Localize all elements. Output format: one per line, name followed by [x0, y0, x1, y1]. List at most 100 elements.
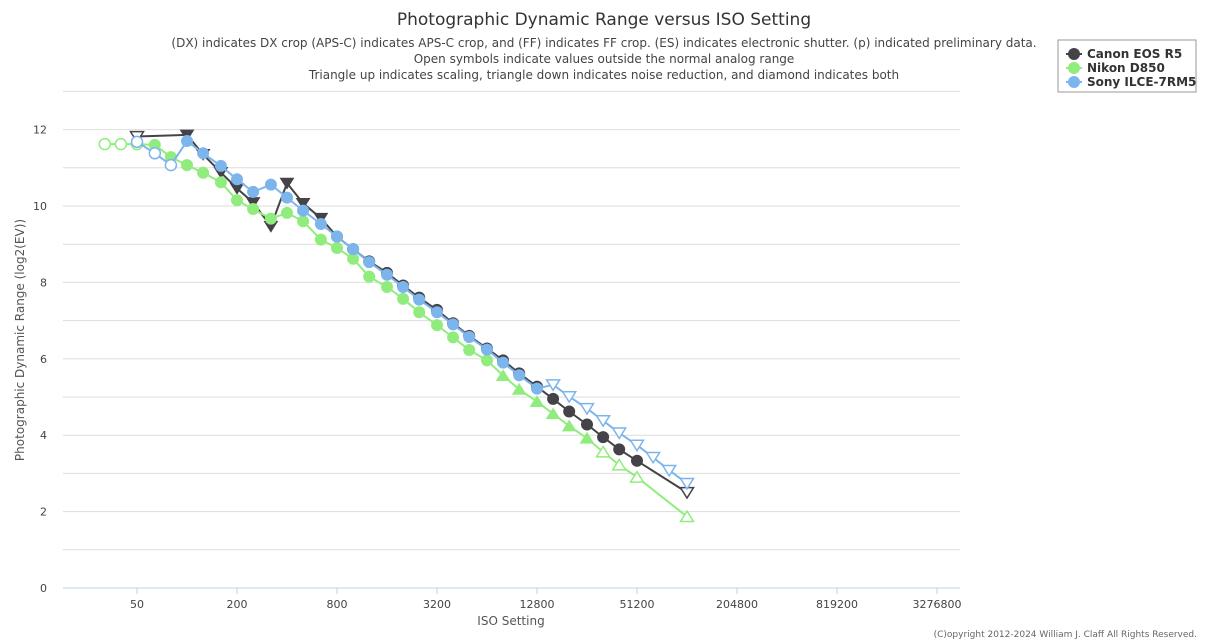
data-point[interactable] [363, 256, 376, 269]
data-point[interactable] [247, 203, 260, 216]
data-point[interactable] [397, 292, 410, 305]
data-point[interactable] [247, 185, 260, 198]
data-point[interactable] [561, 419, 577, 432]
data-point[interactable] [595, 445, 611, 458]
data-point[interactable] [661, 464, 678, 478]
data-point[interactable] [561, 390, 578, 404]
data-point[interactable] [679, 509, 695, 523]
data-point[interactable] [281, 191, 293, 204]
data-point[interactable] [413, 306, 426, 319]
data-point[interactable] [231, 194, 243, 207]
data-point[interactable] [629, 439, 645, 453]
data-point[interactable] [563, 405, 576, 418]
data-point[interactable] [679, 477, 695, 491]
data-point[interactable] [130, 135, 144, 149]
data-point[interactable] [381, 280, 393, 293]
y-tick-label: 8 [40, 276, 47, 289]
data-point[interactable] [579, 402, 595, 416]
data-point[interactable] [497, 356, 510, 369]
data-point[interactable] [231, 173, 243, 186]
data-point[interactable] [447, 331, 460, 344]
data-point[interactable] [481, 354, 493, 367]
data-point[interactable] [529, 395, 545, 407]
y-tick-label: 12 [33, 124, 47, 137]
legend-item-sony-ilce-7rm5[interactable]: Sony ILCE-7RM5 [1066, 75, 1196, 89]
data-point[interactable] [331, 230, 343, 243]
plot-series [98, 129, 695, 523]
data-point[interactable] [581, 418, 593, 431]
series-nikon-d850 [98, 137, 695, 523]
data-point[interactable] [214, 176, 227, 189]
axes: 0 2 4 6 8 10 12 50 200 800 3200 12800 51200 204800 819… [33, 124, 962, 611]
data-point[interactable] [645, 451, 661, 465]
x-tick-label: 3276800 [913, 598, 962, 611]
data-point[interactable] [297, 204, 310, 217]
legend-item-canon-eos-r5[interactable]: Canon EOS R5 [1066, 47, 1182, 61]
data-point[interactable] [463, 331, 476, 344]
y-tick-label: 10 [33, 200, 47, 213]
copyright-credit: (C)opyright 2012-2024 William J. Claff A… [934, 630, 1197, 640]
data-point[interactable] [381, 268, 393, 281]
data-point[interactable] [545, 407, 561, 420]
data-point[interactable] [597, 431, 610, 444]
data-point[interactable] [511, 382, 527, 395]
data-point[interactable] [397, 280, 410, 293]
data-point[interactable] [531, 382, 543, 395]
data-point[interactable] [114, 137, 128, 151]
series-sony-ilce-7rm5 [130, 135, 695, 491]
data-point[interactable] [181, 159, 193, 172]
legend-item-nikon-d850[interactable]: Nikon D850 [1066, 61, 1165, 75]
data-point[interactable] [297, 215, 310, 228]
legend-swatch-marker [1068, 48, 1080, 60]
legend-label-canon-eos-r5: Canon EOS R5 [1087, 47, 1182, 61]
data-point[interactable] [347, 243, 360, 256]
data-point[interactable] [197, 147, 210, 160]
data-point[interactable] [413, 293, 426, 306]
grid-lines [63, 90, 960, 551]
data-point[interactable] [595, 415, 611, 428]
x-tick-label: 204800 [716, 598, 758, 611]
data-point[interactable] [463, 344, 476, 357]
data-point[interactable] [264, 212, 277, 225]
data-point[interactable] [613, 443, 626, 456]
x-tick-label: 800 [327, 598, 348, 611]
x-tick-label: 200 [227, 598, 248, 611]
data-point[interactable] [181, 135, 193, 148]
data-point[interactable] [148, 147, 162, 160]
y-tick-label: 4 [40, 429, 47, 442]
data-point[interactable] [547, 392, 560, 405]
data-point[interactable] [481, 343, 493, 356]
data-point[interactable] [164, 158, 178, 172]
data-point[interactable] [314, 233, 327, 246]
data-point[interactable] [447, 318, 460, 331]
data-point[interactable] [431, 306, 443, 319]
data-point[interactable] [513, 369, 526, 382]
legend-swatch-marker [1068, 62, 1080, 74]
data-point[interactable] [629, 470, 645, 483]
legend: Canon EOS R5 Nikon D850 Sony ILCE-7RM5 [1057, 39, 1197, 93]
data-point[interactable] [279, 177, 295, 190]
y-tick-label: 2 [40, 506, 47, 519]
data-point[interactable] [264, 178, 277, 191]
series-line [136, 139, 688, 485]
data-point[interactable] [314, 217, 327, 230]
series-canon-eos-r5 [129, 129, 695, 500]
data-point[interactable] [98, 137, 112, 151]
chart-title: Photographic Dynamic Range versus ISO Se… [397, 10, 811, 30]
data-point[interactable] [295, 197, 311, 210]
legend-label-nikon-d850: Nikon D850 [1087, 61, 1165, 75]
data-point[interactable] [214, 159, 227, 172]
data-point[interactable] [545, 379, 561, 392]
data-point[interactable] [611, 427, 628, 440]
data-point[interactable] [579, 431, 595, 444]
data-point[interactable] [611, 458, 628, 471]
data-point[interactable] [631, 454, 643, 467]
data-point[interactable] [495, 369, 511, 381]
legend-box [1057, 39, 1197, 93]
x-tick-label: 819200 [816, 598, 858, 611]
data-point[interactable] [281, 206, 293, 219]
data-point[interactable] [363, 270, 376, 283]
data-point[interactable] [331, 242, 343, 255]
data-point[interactable] [197, 166, 210, 179]
data-point[interactable] [431, 319, 443, 332]
